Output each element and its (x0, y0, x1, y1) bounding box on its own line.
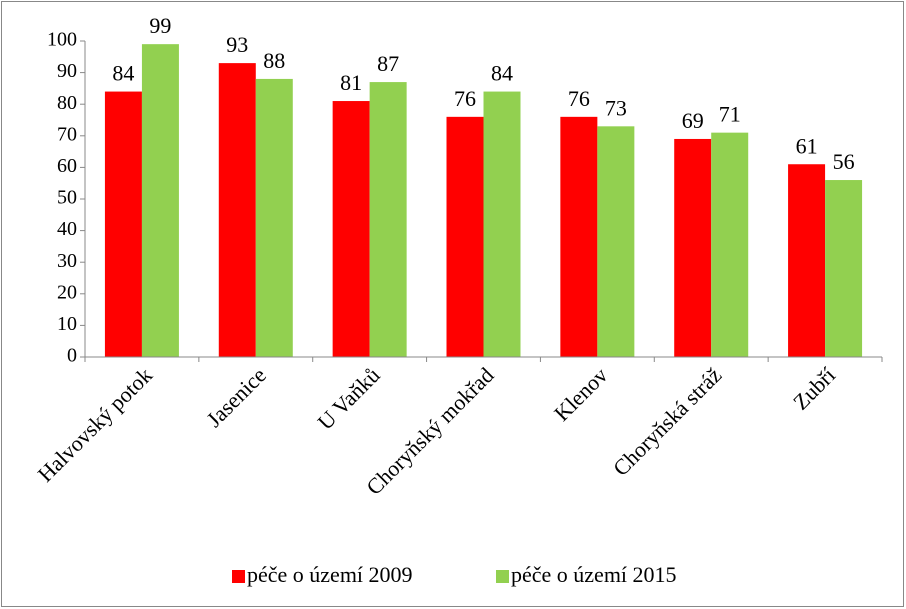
y-tick-label: 70 (57, 123, 77, 145)
data-label: 61 (796, 133, 818, 158)
data-label: 84 (112, 61, 134, 86)
bar (674, 138, 712, 357)
data-label: 76 (454, 86, 476, 111)
y-tick-label: 100 (47, 29, 77, 51)
bar (255, 78, 293, 358)
bar (332, 101, 370, 357)
bar (369, 82, 407, 357)
data-label: 99 (149, 13, 171, 38)
y-tick-label: 80 (57, 92, 77, 114)
data-label: 56 (833, 149, 855, 174)
data-label: 71 (719, 102, 741, 127)
y-tick-label: 10 (57, 313, 77, 335)
data-label: 88 (263, 48, 285, 73)
bar (483, 91, 521, 357)
bar (788, 164, 826, 357)
data-label: 87 (377, 51, 399, 76)
y-tick-label: 20 (57, 281, 77, 303)
legend-swatch (496, 570, 509, 583)
data-label: 81 (340, 70, 362, 95)
data-label: 84 (491, 61, 513, 86)
bar (825, 180, 863, 357)
y-tick-label: 0 (67, 345, 77, 367)
bar (141, 44, 179, 357)
data-label: 69 (682, 108, 704, 133)
bar (446, 116, 484, 357)
y-tick-label: 40 (57, 218, 77, 240)
data-label: 93 (226, 32, 248, 57)
y-tick-label: 60 (57, 155, 77, 177)
data-label: 73 (605, 95, 627, 120)
bar (104, 91, 142, 357)
y-tick-label: 30 (57, 250, 77, 272)
bar (711, 132, 749, 357)
legend-label: péče o území 2009 (247, 562, 413, 587)
legend-swatch (232, 570, 245, 583)
bar (597, 126, 635, 357)
bar (560, 116, 598, 357)
data-label: 76 (568, 86, 590, 111)
y-tick-label: 90 (57, 60, 77, 82)
bar (218, 63, 256, 358)
legend-label: péče o území 2015 (511, 562, 677, 587)
y-tick-label: 50 (57, 187, 77, 209)
